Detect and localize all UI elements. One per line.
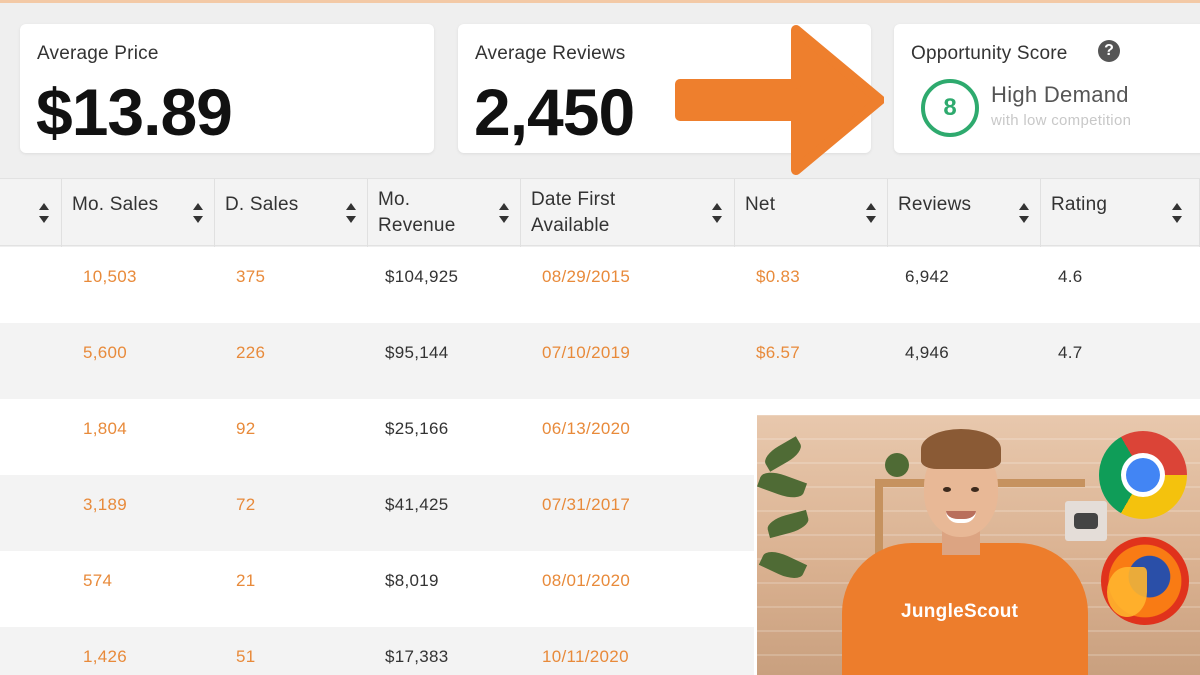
column-header-mo-sales[interactable]: Mo. Sales [62, 179, 215, 247]
cell-net: $6.57 [756, 343, 801, 362]
presenter-video-overlay: JungleScout [754, 412, 1200, 675]
cell-reviews: 4,946 [905, 343, 950, 362]
cell-d-sales: 92 [236, 419, 256, 438]
cell-date-first-available: 06/13/2020 [542, 419, 631, 438]
table-row[interactable]: 5,600 226 $95,144 07/10/2019 $6.57 4,946… [0, 323, 1200, 399]
presenter-smile [946, 511, 976, 523]
sort-icon[interactable] [345, 203, 357, 223]
cell-d-sales: 72 [236, 495, 256, 514]
column-label-date-first-available: Date First Available [531, 187, 615, 239]
column-label-line: Available [531, 215, 610, 236]
sort-icon[interactable] [1018, 203, 1030, 223]
plant-icon [885, 453, 909, 477]
opportunity-score-subtitle: with low competition [991, 112, 1132, 129]
column-label-d-sales: D. Sales [225, 194, 299, 215]
sort-icon[interactable] [498, 203, 510, 223]
column-header-blank[interactable] [0, 179, 62, 247]
shirt-logo-text: JungleScout [901, 601, 1019, 622]
cell-date-first-available: 10/11/2020 [542, 647, 629, 666]
sort-icon[interactable] [192, 203, 204, 223]
presenter-eye [943, 487, 951, 492]
cell-d-sales: 226 [236, 343, 266, 362]
cell-d-sales: 375 [236, 267, 266, 286]
cell-date-first-available: 07/10/2019 [542, 343, 631, 362]
average-price-card: Average Price $13.89 [20, 24, 434, 153]
cell-mo-revenue: $95,144 [385, 343, 449, 362]
cell-date-first-available: 07/31/2017 [542, 495, 631, 514]
column-header-rating[interactable]: Rating [1041, 179, 1200, 247]
column-label-line: Date First [531, 189, 616, 210]
sort-icon[interactable] [38, 203, 50, 223]
column-label-net: Net [745, 194, 776, 215]
cell-mo-sales: 1,804 [83, 419, 128, 438]
cell-d-sales: 51 [236, 647, 256, 666]
opportunity-score-ring: 8 [921, 79, 979, 137]
youtube-icon [1065, 501, 1107, 541]
column-label-mo-revenue: Mo. Revenue [378, 187, 455, 239]
cell-mo-sales: 1,426 [83, 647, 128, 666]
sort-icon[interactable] [865, 203, 877, 223]
opportunity-score-label: Opportunity Score [911, 43, 1068, 64]
cell-mo-revenue: $8,019 [385, 571, 439, 590]
average-reviews-value: 2,450 [474, 75, 635, 149]
cell-mo-sales: 574 [83, 571, 113, 590]
opportunity-score-title: High Demand [991, 82, 1129, 107]
cell-rating: 4.7 [1058, 343, 1083, 362]
cell-rating: 4.6 [1058, 267, 1083, 286]
table-header: Mo. Sales D. Sales Mo. Revenue Date Firs… [0, 178, 1200, 247]
cell-d-sales: 21 [236, 571, 256, 590]
presenter-eye [971, 487, 979, 492]
cell-mo-revenue: $41,425 [385, 495, 449, 514]
firefox-icon [1101, 537, 1189, 625]
cell-mo-revenue: $25,166 [385, 419, 449, 438]
arrow-right-icon [675, 25, 884, 175]
presenter-hair [921, 429, 1001, 469]
column-header-net[interactable]: Net [735, 179, 888, 247]
cell-date-first-available: 08/29/2015 [542, 267, 631, 286]
table-row[interactable]: 10,503 375 $104,925 08/29/2015 $0.83 6,9… [0, 247, 1200, 323]
column-label-mo-sales: Mo. Sales [72, 194, 159, 215]
presenter-shirt [842, 543, 1088, 675]
opportunity-score-card: Opportunity Score ? 8 High Demand with l… [894, 24, 1200, 153]
help-icon[interactable]: ? [1098, 40, 1120, 62]
cell-mo-sales: 5,600 [83, 343, 128, 362]
cell-reviews: 6,942 [905, 267, 950, 286]
cell-mo-sales: 10,503 [83, 267, 137, 286]
average-price-label: Average Price [37, 43, 159, 64]
sort-icon[interactable] [1171, 203, 1183, 223]
column-header-mo-revenue[interactable]: Mo. Revenue [368, 179, 521, 247]
cell-mo-sales: 3,189 [83, 495, 128, 514]
summary-cards: Average Price $13.89 Average Reviews 2,4… [0, 0, 1200, 175]
cell-mo-revenue: $17,383 [385, 647, 449, 666]
column-header-reviews[interactable]: Reviews [888, 179, 1041, 247]
sort-icon[interactable] [711, 203, 723, 223]
chrome-icon [1099, 431, 1187, 519]
column-label-line: Revenue [378, 215, 456, 236]
column-label-reviews: Reviews [898, 194, 972, 215]
cell-mo-revenue: $104,925 [385, 267, 459, 286]
cell-date-first-available: 08/01/2020 [542, 571, 631, 590]
cell-net: $0.83 [756, 267, 801, 286]
average-reviews-label: Average Reviews [475, 43, 626, 64]
column-header-date-first-available[interactable]: Date First Available [521, 179, 735, 247]
column-header-d-sales[interactable]: D. Sales [215, 179, 368, 247]
column-label-rating: Rating [1051, 194, 1108, 215]
top-strip [0, 0, 1200, 3]
column-label-line: Mo. [378, 189, 411, 210]
average-price-value: $13.89 [36, 75, 233, 149]
